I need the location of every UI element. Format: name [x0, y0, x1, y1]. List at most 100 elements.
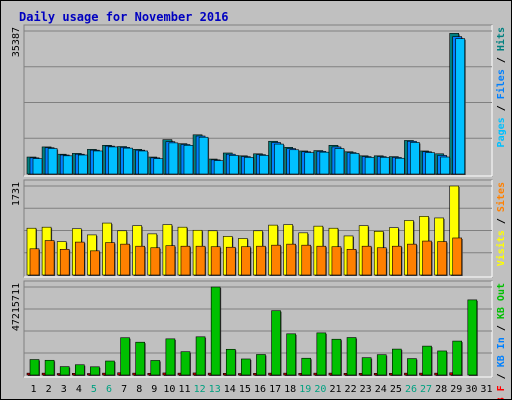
bar-pages — [47, 148, 58, 175]
bar-sites — [180, 245, 191, 276]
x-tick-label: 28 — [435, 384, 447, 395]
bar-pages — [138, 150, 148, 175]
x-tick-label: 12 — [194, 384, 206, 395]
legend-entry: KB In — [496, 337, 507, 367]
legend-entry: / — [496, 212, 507, 230]
max-value-label: 47215711 — [11, 283, 22, 331]
bar-sites — [286, 243, 296, 276]
bar-sites — [331, 246, 342, 276]
bar-kb-out — [286, 333, 296, 376]
bar-pages — [123, 147, 133, 175]
bar-pages — [153, 158, 164, 175]
x-tick-label: 9 — [151, 384, 157, 395]
legend-entry: / — [496, 51, 507, 69]
x-tick-label: 16 — [254, 384, 266, 395]
bar-kb-out — [120, 337, 130, 376]
bar-sites — [210, 246, 221, 276]
legend-entry: Files — [495, 69, 507, 99]
bar-kb-out — [407, 358, 417, 376]
bar-kb-out — [346, 337, 357, 376]
x-tick-label: 30 — [465, 384, 477, 395]
bar-pages — [244, 157, 254, 175]
bar-pages — [32, 158, 43, 175]
bar-pages — [364, 157, 375, 175]
x-axis-labels: 1 2 3 4 5 6 7 8 9 10 11 12 13 14 15 16 17 18 19 20 21 22 23 24 2… — [31, 384, 493, 395]
bar-pages — [289, 149, 299, 175]
bar-pages — [77, 154, 88, 175]
legend-entry: KB F — [496, 385, 507, 399]
bar-sites — [376, 247, 387, 276]
bar-pages — [274, 143, 284, 175]
bar-sites — [361, 245, 372, 276]
bar-kb-out — [271, 310, 281, 376]
max-value-label: 35387 — [11, 27, 22, 57]
bar-kb-out — [210, 286, 221, 376]
bar-pages — [425, 152, 435, 175]
legend: Visits / Sites — [495, 182, 507, 266]
bar-kb-out — [437, 350, 447, 376]
bar-pages — [183, 145, 194, 175]
bar-pages — [198, 136, 209, 175]
chart-title: Daily usage for November 2016 — [19, 10, 229, 24]
x-tick-label: 31 — [480, 384, 492, 395]
bar-kb-out — [422, 345, 432, 376]
bar-kb-out — [301, 357, 312, 376]
x-tick-label: 1 — [31, 384, 37, 395]
bar-sites — [90, 250, 100, 276]
x-tick-label: 10 — [163, 384, 175, 395]
x-tick-label: 29 — [450, 384, 462, 395]
bar-sites — [29, 248, 40, 276]
legend-entry: Visits — [495, 230, 507, 266]
bar-sites — [271, 244, 281, 276]
bar-sites — [165, 245, 176, 276]
bar-sites — [316, 245, 327, 276]
bar-kb-out — [180, 351, 191, 376]
bar-sites — [346, 248, 357, 276]
bar-sites — [301, 244, 312, 276]
legend-entry: / — [496, 319, 507, 337]
bar-kb-out — [44, 359, 55, 376]
legend-entry: Sites — [495, 182, 507, 212]
bar-kb-out — [467, 299, 478, 376]
bar-pages — [108, 146, 118, 175]
bar-sites — [120, 243, 130, 276]
x-tick-label: 7 — [121, 384, 127, 395]
bar-pages — [93, 150, 103, 175]
bar-kb-out — [225, 348, 236, 376]
legend-entry: KB Out — [496, 283, 507, 319]
bar-sites — [256, 245, 266, 276]
bar-sites — [407, 243, 417, 276]
bar-sites — [44, 240, 55, 276]
bar-kb-out — [90, 366, 100, 376]
x-tick-label: 18 — [284, 384, 296, 395]
bar-sites — [135, 245, 145, 276]
x-tick-label: 8 — [136, 384, 142, 395]
legend-entry: Hits — [495, 27, 507, 51]
bar-sites — [422, 240, 432, 276]
bar-pages — [213, 160, 224, 175]
x-tick-label: 27 — [420, 384, 432, 395]
bar-kb-out — [105, 360, 115, 376]
bar-pages — [379, 157, 390, 175]
x-tick-label: 20 — [314, 384, 326, 395]
bar-pages — [62, 155, 73, 175]
x-tick-label: 11 — [178, 384, 190, 395]
bar-kb-out — [361, 357, 372, 376]
bar-sites — [105, 242, 115, 276]
bar-kb-out — [316, 332, 327, 376]
bar-sites — [150, 247, 161, 276]
bar-kb-out — [135, 341, 145, 376]
bar-kb-out — [241, 358, 251, 376]
bar-pages — [410, 142, 420, 175]
x-tick-label: 2 — [46, 384, 52, 395]
bar-pages — [319, 151, 330, 175]
bar-sites — [195, 245, 206, 276]
legend: Pages / Files / Hits — [495, 27, 507, 147]
x-tick-label: 14 — [224, 384, 236, 395]
x-tick-label: 23 — [360, 384, 372, 395]
bar-pages — [259, 155, 269, 175]
x-tick-label: 24 — [375, 384, 387, 395]
x-tick-label: 5 — [91, 384, 97, 395]
